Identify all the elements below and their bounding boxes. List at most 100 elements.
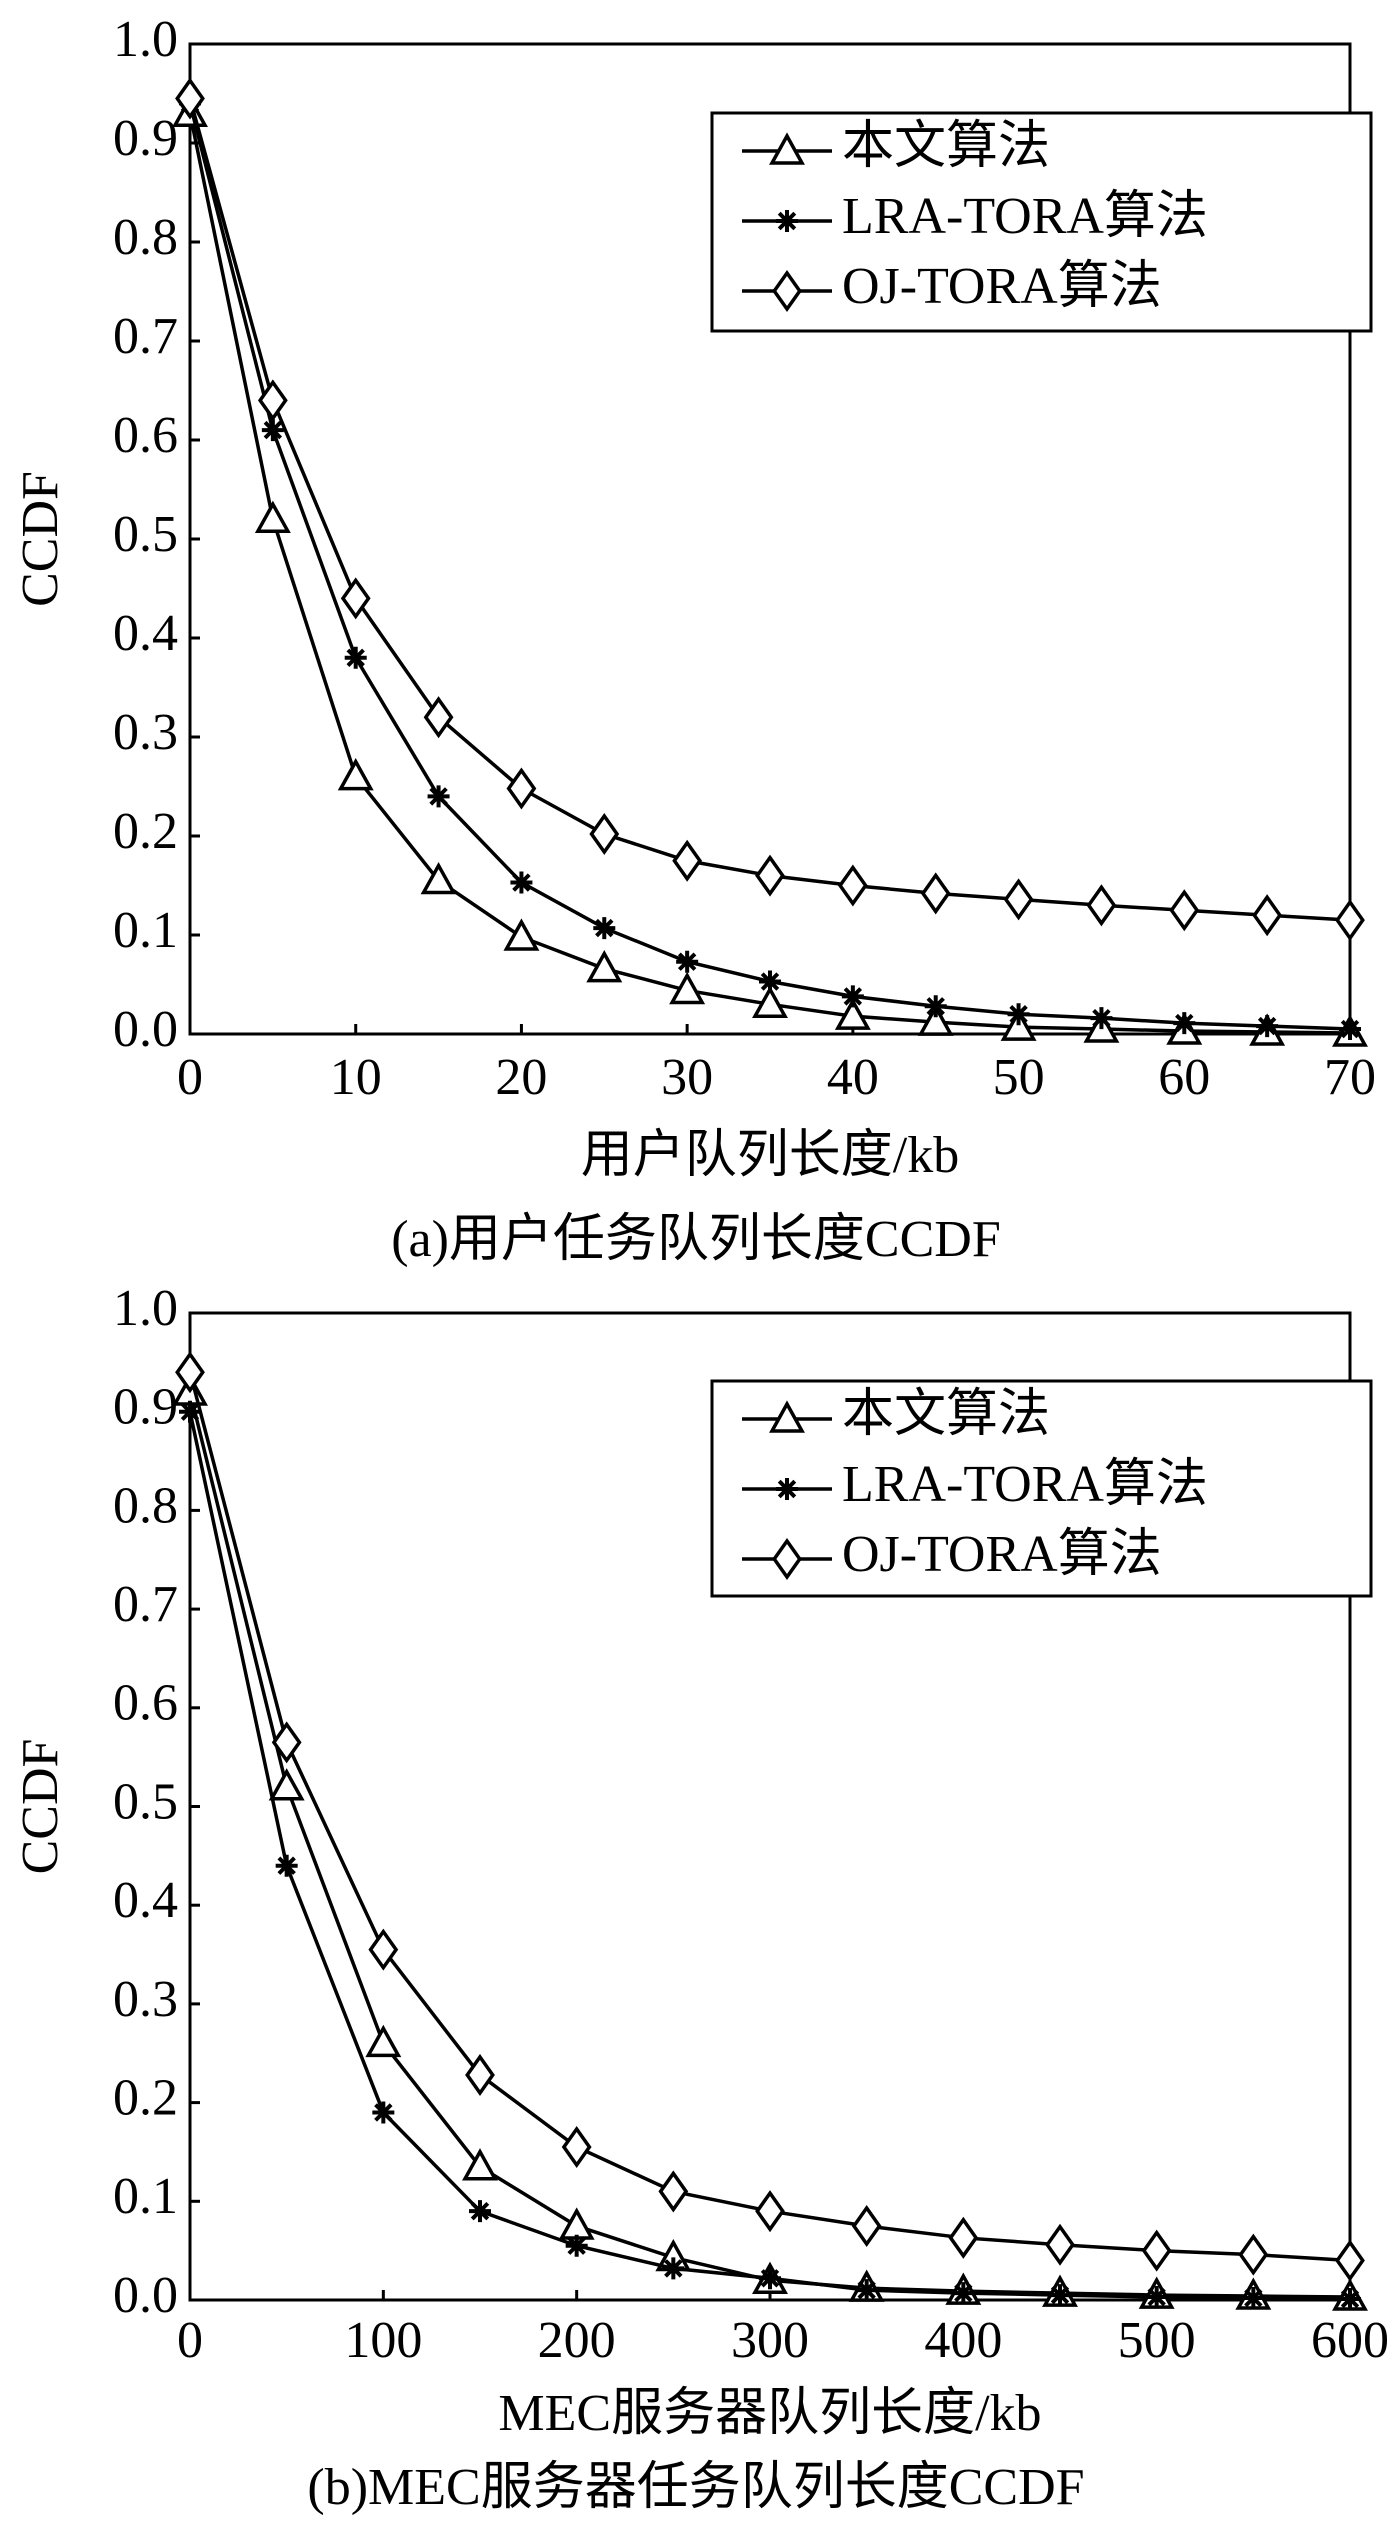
y-tick-label: 0.7 (113, 308, 178, 365)
marker-triangle (365, 2024, 402, 2058)
legend-label: OJ-TORA算法 (842, 258, 1162, 315)
x-tick-label: 0 (177, 1049, 203, 1106)
marker-asterisk (1049, 2284, 1071, 2307)
y-tick-label: 0.4 (113, 605, 178, 662)
marker-diamond (1238, 2233, 1269, 2276)
marker-triangle (462, 2148, 498, 2181)
marker-asterisk (593, 917, 616, 940)
y-tick-label: 0.3 (113, 1971, 178, 2028)
legend-label: 本文算法 (842, 118, 1050, 175)
marker-diamond (465, 2053, 495, 2096)
y-tick-label: 1.0 (113, 1280, 178, 1337)
y-tick-label: 0.1 (113, 902, 178, 959)
x-tick-label: 500 (1118, 2312, 1196, 2369)
y-tick-label: 0.2 (113, 803, 178, 860)
marker-asterisk (952, 2282, 975, 2305)
legend-label: 本文算法 (842, 1386, 1050, 1443)
marker-asterisk (1145, 2286, 1168, 2309)
marker-asterisk (372, 2101, 395, 2124)
caption: (a)用户任务队列长度CCDF (391, 1211, 1001, 1268)
x-tick-label: 10 (330, 1049, 382, 1106)
marker-diamond (672, 839, 703, 882)
y-tick-label: 0.0 (113, 1001, 178, 1058)
marker-asterisk (179, 1400, 201, 1423)
x-tick-label: 50 (993, 1049, 1045, 1106)
y-tick-label: 1.0 (113, 11, 178, 68)
x-tick-label: 100 (344, 2312, 422, 2369)
legend-marker (769, 132, 805, 165)
marker-asterisk (565, 2234, 588, 2257)
marker-asterisk (1256, 1015, 1279, 1038)
marker-triangle (420, 861, 457, 895)
marker-triangle (752, 985, 788, 1019)
marker-diamond (658, 2170, 689, 2213)
marker-triangle (1000, 1008, 1037, 1041)
marker-diamond (1252, 894, 1283, 937)
x-axis-label: 用户队列长度/kb (581, 1127, 959, 1184)
marker-diamond (1335, 2239, 1365, 2282)
caption: (b)MEC服务器任务队列长度CCDF (307, 2459, 1084, 2516)
y-tick-label: 0.9 (113, 110, 178, 167)
marker-asterisk (759, 970, 781, 993)
legend-label: LRA-TORA算法 (842, 1456, 1208, 1513)
y-tick-label: 0.6 (113, 407, 178, 464)
marker-asterisk (662, 2257, 685, 2280)
y-axis-label: CCDF (12, 1739, 69, 1875)
marker-diamond (1335, 899, 1365, 942)
marker-asterisk (1242, 2287, 1265, 2310)
y-tick-label: 0.5 (113, 506, 178, 563)
marker-diamond (271, 1721, 302, 1764)
y-tick-label: 0.7 (113, 1576, 178, 1633)
marker-asterisk (924, 995, 947, 1018)
marker-triangle (254, 500, 291, 533)
legend-marker (776, 1478, 798, 1500)
legend-label: LRA-TORA算法 (842, 188, 1208, 245)
legend-marker (772, 269, 802, 313)
marker-diamond (175, 77, 205, 120)
y-tick-label: 0.1 (113, 2168, 178, 2225)
marker-triangle (503, 918, 540, 951)
marker-triangle (669, 971, 706, 1005)
legend-marker (769, 1400, 805, 1433)
marker-diamond (1045, 2223, 1075, 2266)
marker-diamond (1003, 878, 1034, 921)
marker-diamond (755, 854, 785, 897)
x-tick-label: 0 (177, 2312, 203, 2369)
marker-triangle (558, 2207, 595, 2240)
y-tick-label: 0.3 (113, 704, 178, 761)
x-tick-label: 40 (827, 1049, 879, 1106)
marker-triangle (834, 997, 871, 1030)
y-axis-label: CCDF (12, 471, 69, 607)
marker-asterisk (1007, 1003, 1030, 1026)
marker-diamond (851, 2204, 882, 2248)
y-tick-label: 0.5 (113, 1773, 178, 1830)
marker-diamond (423, 696, 454, 739)
marker-diamond (1141, 2229, 1172, 2272)
marker-diamond (755, 2190, 785, 2233)
marker-diamond (175, 1351, 205, 1394)
y-tick-label: 0.8 (113, 209, 178, 266)
legend-marker (776, 210, 798, 232)
y-tick-label: 0.4 (113, 1872, 178, 1929)
marker-asterisk (1173, 1012, 1196, 1035)
marker-asterisk (759, 2267, 781, 2290)
marker-asterisk (841, 985, 864, 1008)
x-axis-label: MEC服务器队列长度/kb (498, 2385, 1041, 2442)
marker-diamond (257, 379, 288, 422)
marker-triangle (586, 950, 623, 983)
y-tick-label: 0.0 (113, 2267, 178, 2324)
x-tick-label: 600 (1311, 2312, 1389, 2369)
marker-diamond (1169, 889, 1200, 932)
marker-triangle (268, 1768, 305, 1801)
y-tick-label: 0.9 (113, 1379, 178, 1436)
x-tick-label: 30 (661, 1049, 713, 1106)
x-tick-label: 70 (1324, 1049, 1376, 1106)
marker-asterisk (427, 785, 450, 808)
marker-asterisk (469, 2200, 491, 2223)
marker-diamond (837, 864, 868, 907)
marker-diamond (1086, 884, 1117, 927)
x-tick-label: 400 (924, 2312, 1002, 2369)
marker-asterisk (344, 646, 367, 669)
marker-diamond (589, 812, 620, 856)
marker-asterisk (676, 950, 699, 973)
